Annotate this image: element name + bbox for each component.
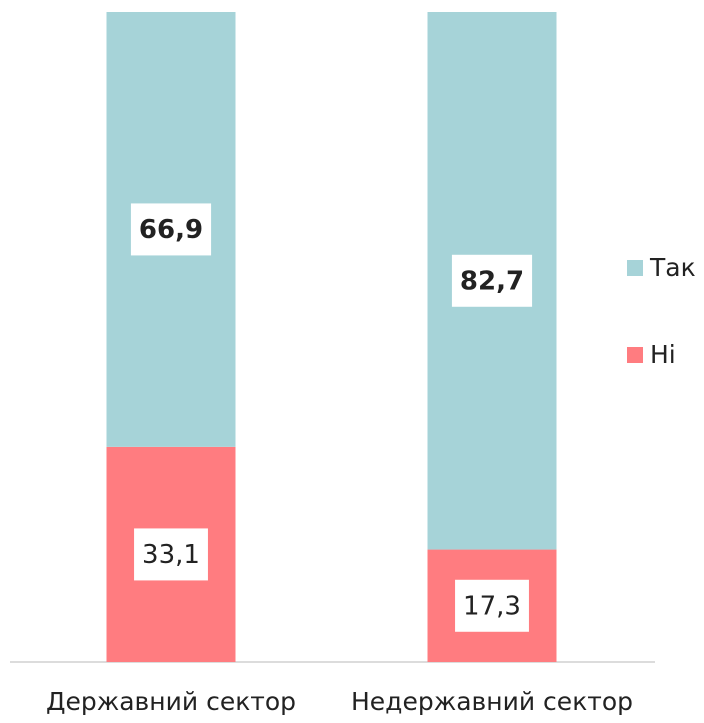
value-label: 66,9 <box>139 215 203 245</box>
value-label-box <box>130 203 212 256</box>
legend-label: Ні <box>650 340 676 369</box>
x-tick-label: Недержавний сектор <box>351 687 633 716</box>
x-tick-label: Державний сектор <box>46 687 296 716</box>
value-label-box <box>451 254 533 307</box>
legend-swatch <box>627 260 643 276</box>
legend-swatch <box>627 347 643 363</box>
value-label-box <box>455 579 529 632</box>
value-label-box <box>134 528 208 581</box>
legend-label: Так <box>649 253 696 282</box>
value-label: 33,1 <box>142 540 200 570</box>
value-label: 17,3 <box>463 591 521 621</box>
value-label: 82,7 <box>460 266 524 296</box>
